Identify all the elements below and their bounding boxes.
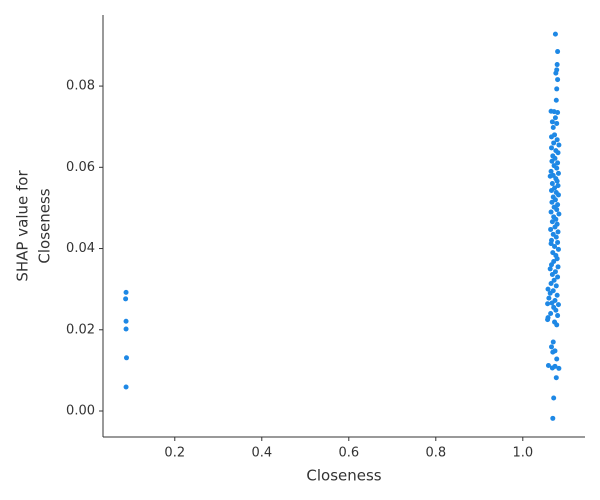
point xyxy=(554,120,560,126)
point xyxy=(123,318,129,324)
point xyxy=(555,150,561,156)
point xyxy=(123,289,129,295)
y-axis-label: Closeness xyxy=(36,188,54,263)
x-tick-label: 0.2 xyxy=(164,446,185,461)
point xyxy=(552,224,558,230)
point xyxy=(555,202,561,208)
point xyxy=(555,160,561,166)
x-tick-label: 0.4 xyxy=(251,446,272,461)
point xyxy=(555,192,561,198)
point xyxy=(549,158,555,164)
point xyxy=(549,145,555,151)
point xyxy=(551,140,557,146)
point xyxy=(547,173,553,179)
point xyxy=(553,283,559,289)
x-tick-label: 0.6 xyxy=(338,446,359,461)
point xyxy=(547,290,553,296)
point xyxy=(555,246,561,252)
point xyxy=(548,209,554,215)
point xyxy=(555,274,561,280)
point xyxy=(555,109,561,115)
point xyxy=(545,317,551,323)
point xyxy=(554,292,560,298)
point xyxy=(553,234,559,240)
y-tick-label: 0.08 xyxy=(66,79,95,94)
point xyxy=(549,219,555,225)
y-tick-label: 0.02 xyxy=(66,322,95,337)
point xyxy=(556,211,562,217)
point xyxy=(555,49,561,55)
point xyxy=(545,363,551,369)
point xyxy=(549,199,555,205)
point xyxy=(553,216,559,222)
point xyxy=(555,183,561,189)
point xyxy=(546,295,552,301)
point xyxy=(123,355,129,361)
point xyxy=(556,365,562,371)
point xyxy=(554,62,560,68)
point xyxy=(552,31,558,37)
point xyxy=(555,170,561,176)
point xyxy=(548,168,554,174)
point xyxy=(549,181,555,187)
point xyxy=(550,125,556,131)
x-tick-label: 0.8 xyxy=(425,446,446,461)
x-axis-label: Closeness xyxy=(306,467,381,485)
point xyxy=(548,226,554,232)
point xyxy=(555,77,561,83)
point xyxy=(551,277,557,283)
point xyxy=(550,349,556,355)
point xyxy=(555,239,561,245)
point xyxy=(123,326,129,332)
point xyxy=(123,384,129,390)
point xyxy=(549,134,555,140)
point xyxy=(548,241,554,247)
y-tick-label: 0.00 xyxy=(66,404,95,419)
point xyxy=(556,142,562,148)
point xyxy=(554,207,560,213)
point xyxy=(548,311,554,317)
y-axis-label: SHAP value for xyxy=(14,170,32,282)
point xyxy=(549,262,555,268)
y-tick-label: 0.04 xyxy=(66,241,95,256)
point xyxy=(552,115,558,121)
point xyxy=(554,322,560,328)
point xyxy=(123,296,129,302)
point xyxy=(555,313,561,319)
point xyxy=(555,302,561,308)
point xyxy=(550,415,556,421)
point xyxy=(554,256,560,262)
point xyxy=(554,86,560,92)
point xyxy=(545,286,551,292)
point xyxy=(555,264,561,270)
point xyxy=(547,266,553,272)
point xyxy=(554,356,560,362)
y-tick-label: 0.06 xyxy=(66,160,95,175)
point xyxy=(549,344,555,350)
point xyxy=(549,272,555,278)
point xyxy=(553,97,559,103)
point xyxy=(549,300,555,306)
point xyxy=(549,365,555,371)
point xyxy=(551,395,557,401)
point xyxy=(549,187,555,193)
point xyxy=(553,375,559,381)
point xyxy=(553,307,559,313)
point xyxy=(550,339,556,345)
point xyxy=(545,301,551,307)
point xyxy=(554,165,560,171)
point xyxy=(553,70,559,76)
point xyxy=(549,119,555,125)
x-tick-label: 1.0 xyxy=(512,446,533,461)
point xyxy=(548,280,554,286)
point xyxy=(552,244,558,250)
point xyxy=(554,137,560,143)
point xyxy=(555,229,561,235)
point xyxy=(554,178,560,184)
point xyxy=(552,197,558,203)
